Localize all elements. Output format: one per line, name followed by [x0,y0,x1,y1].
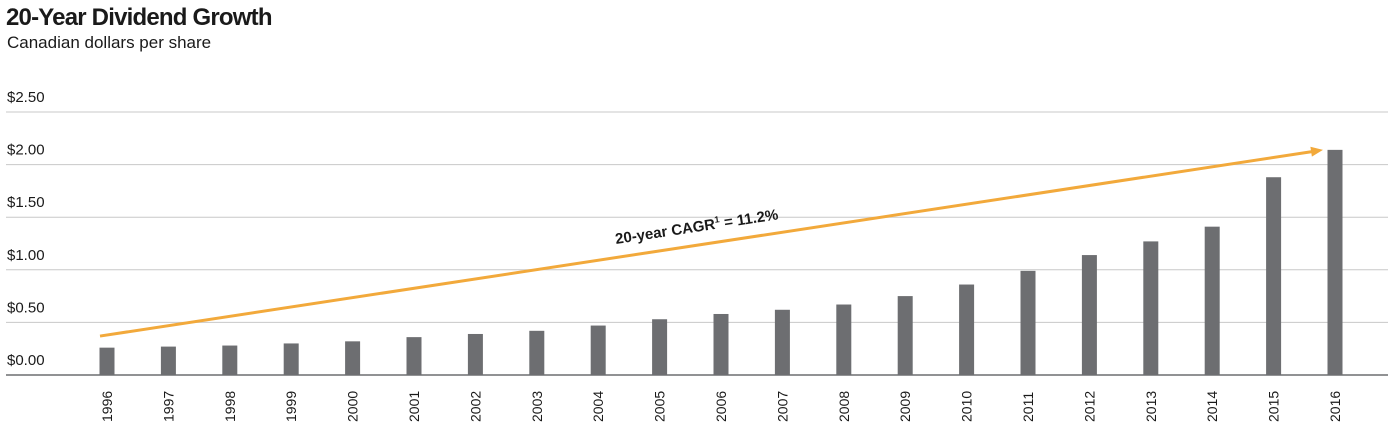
x-axis-ticks: 1996 1997 1998 1999 2000 2001 2002 2003 2004 2005… [99,391,1343,422]
bar [1266,177,1282,375]
trend-line [99,149,1318,338]
trend-arrow: 20-year CAGR1 = 11.2% [99,146,1323,338]
x-tick-label: 2002 [467,391,483,422]
bar [836,304,852,375]
bar [160,346,176,375]
x-tick-label: 2009 [897,391,913,422]
gridlines [6,111,1388,376]
x-tick-label: 1999 [283,391,299,422]
y-tick-label: $0.50 [7,299,45,316]
y-tick-label: $1.50 [7,194,45,211]
y-tick-label: $0.00 [7,352,45,369]
x-tick-label: 2010 [959,391,975,422]
bar [283,343,299,375]
bar [1020,270,1036,375]
bar [406,337,422,375]
bar [652,319,668,375]
x-tick-label: 2003 [529,391,545,422]
chart-title: 20-Year Dividend Growth [6,4,272,31]
x-tick-label: 2011 [1020,392,1036,422]
x-tick-label: 1997 [160,391,176,422]
x-tick-label: 2004 [590,391,606,422]
bar [222,345,238,375]
bar [99,347,115,375]
bar [1204,226,1220,375]
y-tick-label: $1.00 [7,247,45,264]
x-tick-label: 2005 [652,391,668,422]
bar [897,296,913,375]
x-tick-label: 2015 [1266,391,1282,422]
x-tick-label: 2006 [713,391,729,422]
x-tick-label: 1996 [99,391,115,422]
bar [713,313,729,375]
chart-subtitle: Canadian dollars per share [7,33,212,52]
bar [345,341,361,375]
bar [774,309,790,375]
x-tick-label: 2012 [1081,391,1097,422]
bar [467,333,483,375]
cagr-annotation: 20-year CAGR1 = 11.2% [614,205,780,248]
bar [1081,255,1097,375]
trend-arrowhead [1310,146,1323,157]
x-tick-label: 2013 [1143,391,1159,422]
bar [1143,241,1159,375]
bar [529,330,545,375]
y-tick-label: $2.00 [7,142,45,159]
x-tick-label: 2000 [345,391,361,422]
y-axis-ticks: $0.00 $0.50 $1.00 $1.50 $2.00 $2.50 [7,89,45,369]
x-tick-label: 2001 [406,391,422,422]
x-tick-label: 1998 [222,391,238,422]
x-tick-label: 2014 [1204,391,1220,422]
x-tick-label: 2007 [774,391,790,422]
bar [959,284,975,375]
x-tick-label: 2016 [1327,391,1343,422]
y-tick-label: $2.50 [7,89,45,106]
bars [99,149,1343,375]
x-tick-label: 2008 [836,391,852,422]
bar [590,325,606,375]
bar [1327,149,1343,375]
